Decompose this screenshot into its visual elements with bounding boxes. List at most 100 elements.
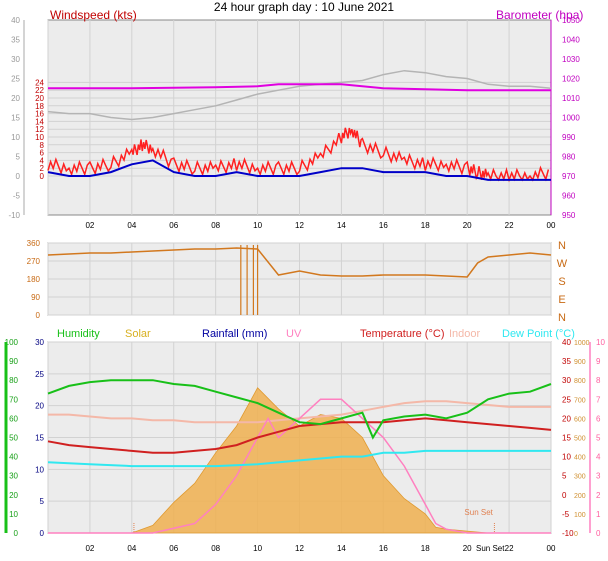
humidity-tick-label: 20: [9, 491, 18, 500]
legend-entry: UV: [286, 328, 302, 340]
x-tick-label: 10: [253, 221, 262, 230]
wind-outer-tick-label: 25: [11, 75, 20, 84]
temperature-tick-label: 5: [562, 472, 567, 481]
series-windspeed-gust: [47, 127, 550, 183]
axis-labels-multi: 0510152025300102030405060708090100010020…: [4, 338, 605, 553]
wind-outer-tick-label: 5: [16, 153, 21, 162]
legend-entry: Indoor: [449, 328, 481, 340]
grid-wind-baro: [47, 20, 552, 215]
rain-tick-label: 15: [35, 434, 44, 443]
temperature-tick-label: -10: [562, 529, 574, 538]
x-tick-label-multi: 12: [295, 544, 304, 553]
direction-tick-label: 270: [27, 257, 41, 266]
baro-tick-label: 990: [562, 133, 576, 142]
wind-inner-tick-label: 18: [35, 102, 44, 111]
uv-tick-label: 0: [596, 529, 601, 538]
series-windspeed-average: [47, 159, 551, 181]
panel-wind-baro: 24 hour graph day : 10 June 2021 Windspe…: [8, 0, 583, 230]
solar-tick-label: 600: [574, 416, 586, 423]
solar-tick-label: 500: [574, 436, 586, 443]
x-tick-label-multi: 04: [127, 544, 136, 553]
x-tick-label-multi: 18: [421, 544, 430, 553]
humidity-tick-label: 70: [9, 395, 18, 404]
uv-tick-label: 8: [596, 376, 601, 385]
wind-inner-tick-label: 0: [40, 172, 45, 181]
compass-label: S: [558, 276, 565, 288]
baro-tick-label: 1040: [562, 36, 580, 45]
sunset-annotation: Sun Set: [464, 508, 493, 517]
x-tick-label-multi: 02: [85, 544, 94, 553]
series-dewpoint: [47, 449, 551, 468]
chart-title: 24 hour graph day : 10 June 2021: [214, 0, 394, 14]
panel-multi: Humidity Solar Rainfall (mm) UV Temperature …: [4, 328, 605, 553]
axis-labels-wind-baro: 024681012141618202224-10-505101520253035…: [8, 16, 580, 230]
solar-tick-label: 0: [574, 531, 578, 538]
uv-tick-label: 2: [596, 491, 601, 500]
x-tick-label: 14: [337, 221, 346, 230]
x-tick-label-multi: 16: [379, 544, 388, 553]
rain-tick-label: 5: [40, 497, 45, 506]
x-tick-label: 00: [547, 221, 556, 230]
x-tick-label-multi: 00: [547, 544, 556, 553]
x-tick-label: 16: [379, 221, 388, 230]
wind-inner-tick-label: 12: [35, 125, 44, 134]
wind-outer-tick-label: 30: [11, 55, 20, 64]
temperature-tick-label: 30: [562, 376, 571, 385]
rain-tick-label: 30: [35, 338, 44, 347]
direction-tick-label: 180: [27, 275, 41, 284]
series-barometer: [48, 83, 551, 92]
rain-tick-label: 25: [35, 370, 44, 379]
series-multi: Sun Set: [47, 379, 552, 534]
baro-tick-label: 1030: [562, 55, 580, 64]
humidity-tick-label: 80: [9, 376, 18, 385]
temperature-tick-label: -5: [562, 510, 570, 519]
x-tick-label-multi: 10: [253, 544, 262, 553]
solar-tick-label: 1000: [574, 340, 590, 347]
compass-label: N: [558, 312, 566, 324]
series-wind-baro: [47, 69, 552, 183]
uv-tick-label: 6: [596, 414, 601, 423]
solar-tick-label: 400: [574, 455, 586, 462]
temperature-tick-label: 10: [562, 453, 571, 462]
wind-outer-tick-label: -10: [8, 211, 20, 220]
humidity-tick-label: 40: [9, 453, 18, 462]
wind-inner-tick-label: 2: [40, 164, 45, 173]
baro-tick-label: 970: [562, 172, 576, 181]
wind-outer-tick-label: 10: [11, 133, 20, 142]
wind-inner-tick-label: 22: [35, 86, 44, 95]
compass-label: W: [557, 258, 568, 270]
wind-outer-tick-label: 15: [11, 114, 20, 123]
temperature-tick-label: 25: [562, 395, 571, 404]
rain-tick-label: 0: [40, 529, 45, 538]
x-tick-label: 02: [85, 221, 94, 230]
rain-tick-label: 10: [35, 465, 44, 474]
solar-tick-label: 700: [574, 397, 586, 404]
legend-entry: Dew Point (°C): [502, 328, 575, 340]
humidity-tick-label: 10: [9, 510, 18, 519]
x-tick-label: 18: [421, 221, 430, 230]
baro-tick-label: 1020: [562, 75, 580, 84]
uv-tick-label: 3: [596, 472, 601, 481]
baro-tick-label: 980: [562, 153, 576, 162]
solar-tick-label: 900: [574, 359, 586, 366]
barometer-axis-label: Barometer (hpa): [496, 8, 583, 22]
x-tick-label: 04: [127, 221, 136, 230]
x-tick-label-multi: 20: [463, 544, 472, 553]
temperature-tick-label: 20: [562, 414, 571, 423]
wind-inner-tick-label: 20: [35, 94, 44, 103]
humidity-tick-label: 60: [9, 414, 18, 423]
wind-outer-tick-label: 40: [11, 16, 20, 25]
temperature-tick-label: 0: [562, 491, 567, 500]
x-tick-label-multi: 22: [505, 544, 514, 553]
windspeed-axis-label: Windspeed (kts): [50, 8, 137, 22]
series-temperature: [47, 417, 552, 454]
legend-entry: Rainfall (mm): [202, 328, 267, 340]
baro-tick-label: 950: [562, 211, 576, 220]
x-tick-label: 06: [169, 221, 178, 230]
wind-inner-tick-label: 8: [40, 141, 45, 150]
x-tick-label-multi: Sun Set: [476, 544, 505, 553]
wind-outer-tick-label: 20: [11, 94, 20, 103]
humidity-tick-label: 90: [9, 357, 18, 366]
solar-tick-label: 300: [574, 474, 586, 481]
